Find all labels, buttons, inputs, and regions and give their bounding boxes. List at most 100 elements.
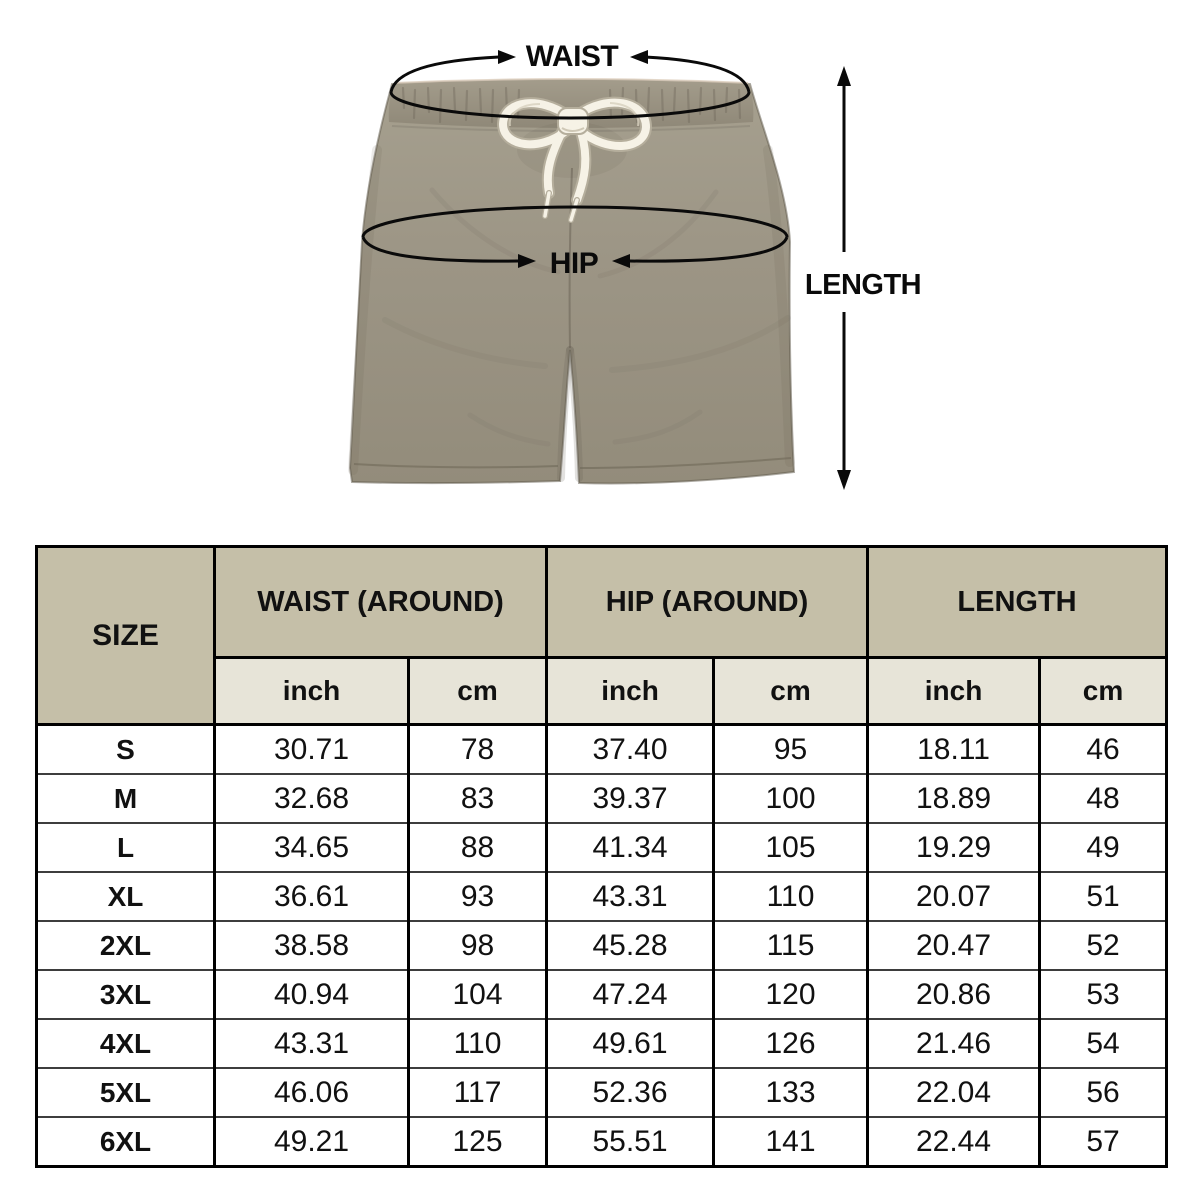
waist-ellipse-bottom-arc xyxy=(389,91,751,120)
value-cell: 41.34 xyxy=(545,822,714,872)
hip-arc-right xyxy=(629,236,789,263)
size-cell: 2XL xyxy=(35,920,215,970)
waist-group-header: WAIST (AROUND) xyxy=(212,546,547,659)
value-cell: 56 xyxy=(1038,1067,1167,1117)
waist-arc-left xyxy=(389,55,500,93)
table-row-l: L 34.65 88 41.34 105 19.29 49 xyxy=(35,822,1167,872)
length-group-header: LENGTH xyxy=(866,546,1167,659)
size-cell: L xyxy=(35,822,215,872)
waist-label: WAIST xyxy=(526,40,619,73)
size-cell: 6XL xyxy=(35,1116,215,1167)
unit-header-row: inch cm inch cm inch cm xyxy=(37,657,1167,726)
value-cell: 21.46 xyxy=(866,1018,1040,1068)
size-guide-figure: WAIST HIP LENGTH xyxy=(0,0,1200,545)
group-header-row: SIZE WAIST (AROUND) HIP (AROUND) LENGTH xyxy=(35,546,1167,726)
size-header-cell: SIZE xyxy=(35,546,215,726)
value-cell: 105 xyxy=(712,822,868,872)
hip-ellipse-top-arc xyxy=(361,205,789,238)
value-cell: 117 xyxy=(406,1067,547,1117)
value-cell: 30.71 xyxy=(213,724,409,774)
table-row-3xl: 3XL 40.94 104 47.24 120 20.86 53 xyxy=(35,969,1167,1019)
fabric-wrinkles xyxy=(348,145,795,482)
waistband-top-edge xyxy=(393,78,749,84)
value-cell: 46.06 xyxy=(213,1067,409,1117)
value-cell: 22.44 xyxy=(866,1116,1040,1167)
value-cell: 49 xyxy=(1038,822,1167,872)
value-cell: 43.31 xyxy=(545,871,714,921)
cord-aglet-left-core xyxy=(543,191,551,218)
value-cell: 20.47 xyxy=(866,920,1040,970)
value-cell: 38.58 xyxy=(213,920,409,970)
value-cell: 20.86 xyxy=(866,969,1040,1019)
waist-annotation xyxy=(389,50,751,120)
size-cell: XL xyxy=(35,871,215,921)
table-row-s: S 30.71 78 37.40 95 18.11 46 xyxy=(35,724,1167,774)
hem-stitching xyxy=(353,457,792,469)
value-cell: 126 xyxy=(712,1018,868,1068)
value-cell: 20.07 xyxy=(866,871,1040,921)
value-cell: 19.29 xyxy=(866,822,1040,872)
value-cell: 51 xyxy=(1038,871,1167,921)
value-cell: 37.40 xyxy=(545,724,714,774)
value-cell: 18.89 xyxy=(866,773,1040,823)
value-cell: 88 xyxy=(406,822,547,872)
hip-cm-header: cm xyxy=(712,657,868,726)
value-cell: 141 xyxy=(712,1116,868,1167)
hip-inch-header: inch xyxy=(545,657,714,726)
length-cm-header: cm xyxy=(1038,657,1167,726)
value-cell: 78 xyxy=(406,724,547,774)
table-row-m: M 32.68 83 39.37 100 18.89 48 xyxy=(35,773,1167,823)
value-cell: 32.68 xyxy=(213,773,409,823)
length-arrowhead-down xyxy=(837,470,851,490)
value-cell: 125 xyxy=(406,1116,547,1167)
size-cell: 3XL xyxy=(35,969,215,1019)
hip-group-header: HIP (AROUND) xyxy=(545,546,868,659)
value-cell: 93 xyxy=(406,871,547,921)
value-cell: 49.21 xyxy=(213,1116,409,1167)
table-row-5xl: 5XL 46.06 117 52.36 133 22.04 56 xyxy=(35,1067,1167,1117)
length-label: LENGTH xyxy=(805,269,921,301)
value-cell: 53 xyxy=(1038,969,1167,1019)
value-cell: 104 xyxy=(406,969,547,1019)
value-cell: 22.04 xyxy=(866,1067,1040,1117)
table-row-4xl: 4XL 43.31 110 49.61 126 21.46 54 xyxy=(35,1018,1167,1068)
value-cell: 98 xyxy=(406,920,547,970)
cord-shading xyxy=(508,102,640,127)
value-cell: 100 xyxy=(712,773,868,823)
hip-annotation xyxy=(361,205,789,268)
value-cell: 52 xyxy=(1038,920,1167,970)
value-cell: 110 xyxy=(712,871,868,921)
shorts-illustration xyxy=(348,78,796,485)
shorts-measurement-diagram: WAIST HIP LENGTH xyxy=(348,40,922,490)
hip-arc-left xyxy=(361,236,519,263)
value-cell: 34.65 xyxy=(213,822,409,872)
value-cell: 133 xyxy=(712,1067,868,1117)
hip-label: HIP xyxy=(550,247,599,280)
table-row-xl: XL 36.61 93 43.31 110 20.07 51 xyxy=(35,871,1167,921)
waist-arc-right xyxy=(644,55,751,93)
waist-inch-header: inch xyxy=(213,657,409,726)
size-cell: 5XL xyxy=(35,1067,215,1117)
value-cell: 48 xyxy=(1038,773,1167,823)
size-cell: S xyxy=(35,724,215,774)
value-cell: 95 xyxy=(712,724,868,774)
length-arrowhead-up xyxy=(837,66,851,86)
cord-aglet-right-core xyxy=(569,198,579,222)
value-cell: 120 xyxy=(712,969,868,1019)
cord-core xyxy=(498,98,651,204)
hip-arrowhead-right xyxy=(612,254,630,268)
value-cell: 110 xyxy=(406,1018,547,1068)
bow-knot xyxy=(557,107,589,135)
value-cell: 46 xyxy=(1038,724,1167,774)
length-inch-header: inch xyxy=(866,657,1040,726)
value-cell: 55.51 xyxy=(545,1116,714,1167)
value-cell: 115 xyxy=(712,920,868,970)
value-cell: 39.37 xyxy=(545,773,714,823)
value-cell: 52.36 xyxy=(545,1067,714,1117)
value-cell: 49.61 xyxy=(545,1018,714,1068)
hip-arrowhead-left xyxy=(518,254,536,268)
value-cell: 47.24 xyxy=(545,969,714,1019)
shorts-body xyxy=(348,79,796,485)
size-cell: 4XL xyxy=(35,1018,215,1068)
value-cell: 57 xyxy=(1038,1116,1167,1167)
